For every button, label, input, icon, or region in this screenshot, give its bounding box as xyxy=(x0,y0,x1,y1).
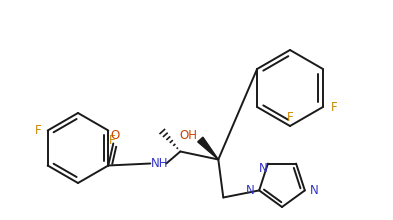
Polygon shape xyxy=(198,137,218,160)
Text: F: F xyxy=(34,124,41,137)
Text: O: O xyxy=(111,129,120,142)
Text: OH: OH xyxy=(179,129,197,142)
Text: F: F xyxy=(286,110,293,123)
Text: N: N xyxy=(246,184,255,197)
Text: F: F xyxy=(109,134,116,147)
Text: N: N xyxy=(259,162,267,175)
Text: NH: NH xyxy=(151,157,168,170)
Text: N: N xyxy=(309,184,318,197)
Text: F: F xyxy=(331,101,337,114)
